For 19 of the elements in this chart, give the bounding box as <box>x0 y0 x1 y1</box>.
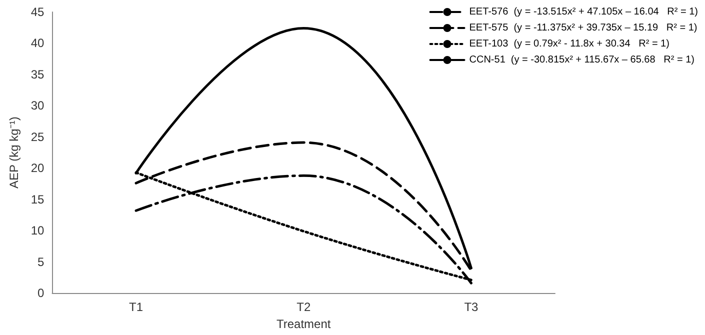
y-axis-title: AEP (kg kg⁻¹) <box>7 116 21 188</box>
y-tick-label: 40 <box>30 36 45 50</box>
y-tick-label: 35 <box>30 67 45 82</box>
x-tick-label: T2 <box>296 300 311 314</box>
y-tick-label: 10 <box>30 224 45 238</box>
x-tick-label: T3 <box>464 300 479 314</box>
legend-label: EET-575 (y = -11.375x² + 39.735x – 15.19 R² = 1) <box>469 22 698 34</box>
legend-label: CCN-51 (y = -30.815x² + 115.67x – 65.68 R² = 1) <box>469 54 694 66</box>
y-tick-label: 30 <box>30 98 45 113</box>
legend-label: EET-103 (y = 0.79x² - 11.8x + 30.34 R² = 1) <box>469 38 670 50</box>
y-tick-label: 0 <box>38 286 45 300</box>
y-tick-label: 45 <box>30 5 45 19</box>
y-tick-label: 5 <box>38 254 45 269</box>
y-tick-label: 20 <box>30 161 45 176</box>
y-tick-label: 15 <box>30 192 45 206</box>
y-tick-label: 25 <box>30 130 45 144</box>
x-tick-label: T1 <box>129 300 144 314</box>
x-axis-title: Treatment <box>276 317 332 331</box>
legend-label: EET-576 (y = -13.515x² + 47.105x – 16.04 R² = 1) <box>469 6 698 18</box>
